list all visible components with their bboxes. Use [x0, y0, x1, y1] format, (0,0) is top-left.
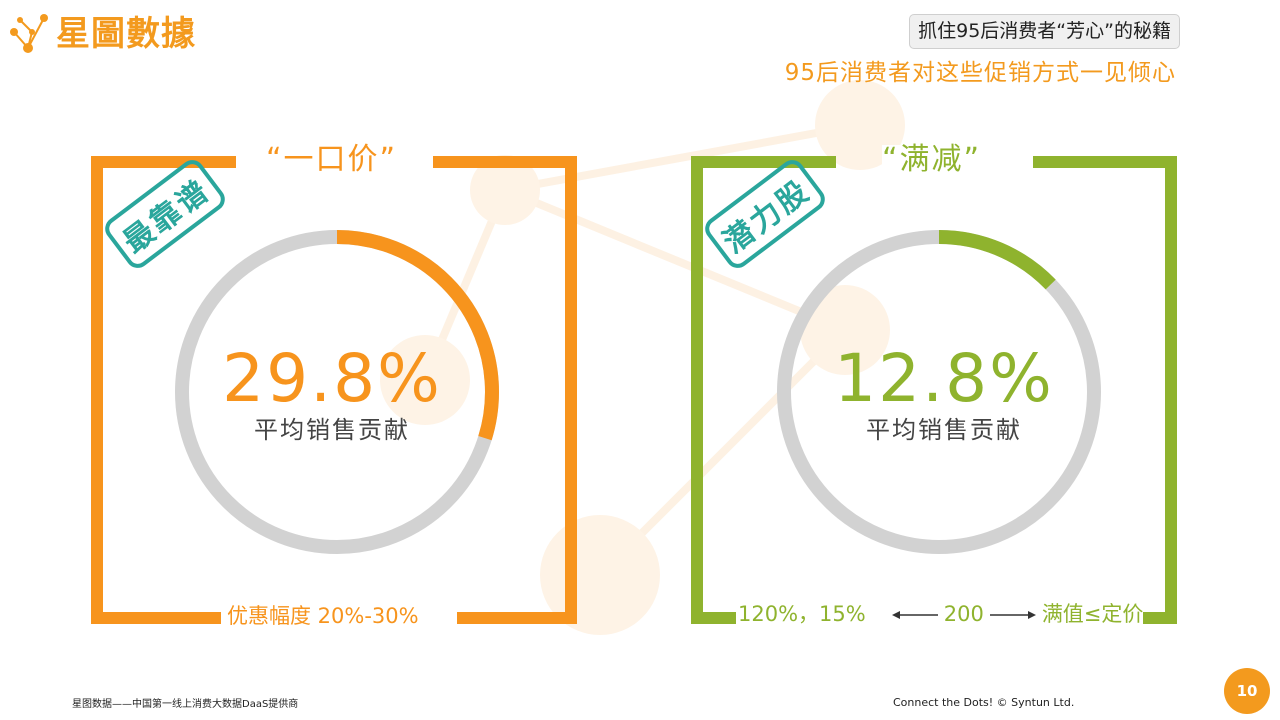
- percent-value: 29.8%: [222, 340, 442, 417]
- donut-ring: [777, 230, 1101, 554]
- bracket-bottom-left: [691, 612, 736, 624]
- bracket-top-right: [433, 156, 577, 168]
- bracket-bottom-right: [457, 612, 577, 624]
- bracket-right: [1165, 156, 1177, 624]
- bracket-top-right: [1033, 156, 1177, 168]
- page-subtitle: 95后消费者对这些促销方式一见倾心: [784, 60, 1176, 86]
- bracket-right: [565, 156, 577, 624]
- bracket-bottom-right: [1137, 612, 1177, 624]
- page-number-badge: 10: [1224, 668, 1270, 714]
- panel-title: “满减”: [882, 142, 982, 177]
- bracket-left: [91, 156, 103, 624]
- percent-label: 平均销售贡献: [254, 416, 410, 444]
- bracket-top-left: [91, 156, 236, 168]
- ring-progress-arc: [777, 230, 1101, 554]
- percent-label: 平均销售贡献: [866, 416, 1022, 444]
- bracket-top-left: [691, 156, 836, 168]
- arrow-left-icon: [891, 610, 938, 619]
- ring-progress-arc: [175, 230, 499, 554]
- footer-copyright: Connect the Dots! © Syntun Ltd.: [893, 696, 1075, 709]
- discount-range-note: 优惠幅度 20%-30%: [227, 604, 419, 628]
- bracket-left: [691, 156, 703, 624]
- brand-name: 星圖數據: [56, 14, 196, 54]
- rule-ratio: 120%，15%: [738, 602, 866, 626]
- full-reduction-rule-note: 120%，15% 200 满值≤定价: [738, 602, 1144, 626]
- rule-condition: 满值≤定价: [1041, 602, 1144, 626]
- arrow-right-icon: [989, 610, 1036, 619]
- bracket-bottom-left: [91, 612, 221, 624]
- rule-threshold: 200: [943, 602, 984, 626]
- footer-tagline: 星图数据——中国第一线上消费大数据DaaS提供商: [72, 699, 299, 710]
- header-chip: 抓住95后消费者“芳心”的秘籍: [909, 14, 1180, 49]
- percent-value: 12.8%: [834, 340, 1054, 417]
- donut-ring: [175, 230, 499, 554]
- brand-logo: 星圖數據: [8, 12, 196, 56]
- network-logo-icon: [10, 14, 48, 53]
- panel-title: “一口价”: [266, 142, 398, 177]
